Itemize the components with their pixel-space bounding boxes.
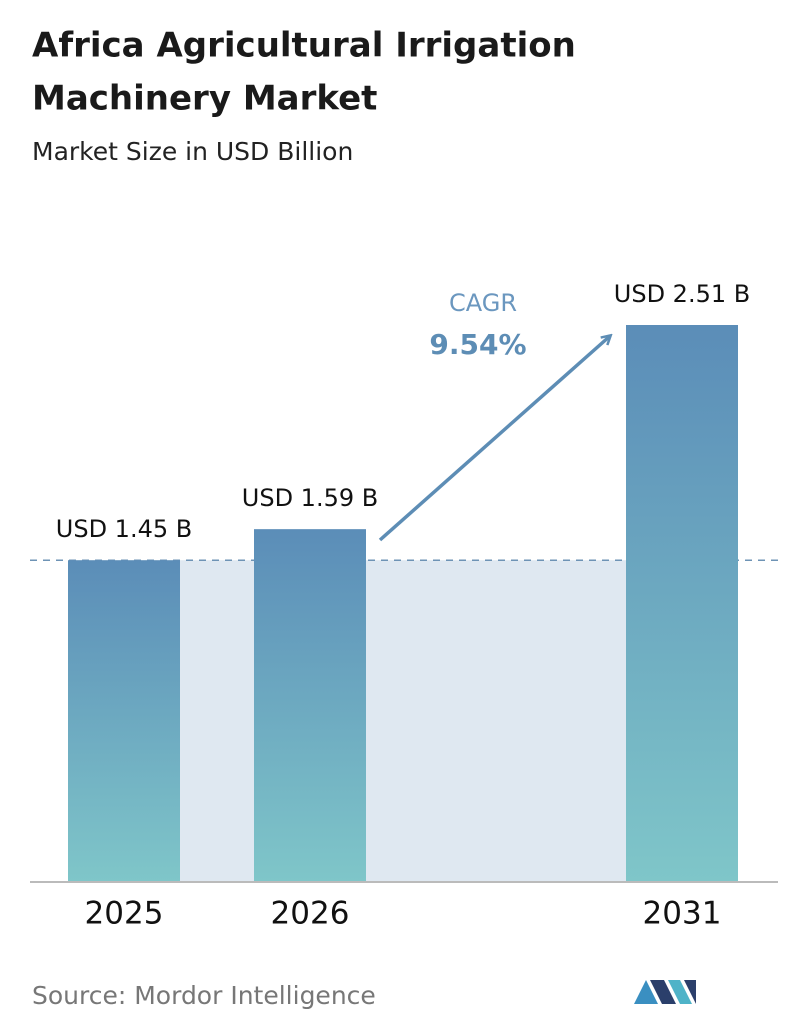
logo bbox=[634, 980, 696, 1004]
chart-subtitle: Market Size in USD Billion bbox=[32, 137, 353, 166]
x-tick-label: 2026 bbox=[271, 896, 350, 932]
value-label: USD 2.51 B bbox=[614, 280, 750, 308]
plot-area bbox=[30, 325, 780, 883]
annotation-label: CAGR bbox=[449, 289, 517, 317]
x-tick-label: 2031 bbox=[643, 896, 722, 932]
x-tick-label: 2025 bbox=[85, 896, 164, 932]
bar bbox=[626, 325, 738, 882]
bar bbox=[68, 560, 180, 882]
bar bbox=[254, 529, 366, 882]
source: Source: Mordor Intelligence bbox=[32, 981, 376, 1010]
chart-title: Machinery Market bbox=[32, 79, 377, 119]
value-label: USD 1.45 B bbox=[56, 515, 192, 543]
chart-title: Africa Agricultural Irrigation bbox=[32, 26, 576, 66]
cagr-arrow bbox=[378, 336, 610, 542]
annotation-value: 9.54% bbox=[429, 328, 526, 361]
value-label: USD 1.59 B bbox=[242, 484, 378, 512]
